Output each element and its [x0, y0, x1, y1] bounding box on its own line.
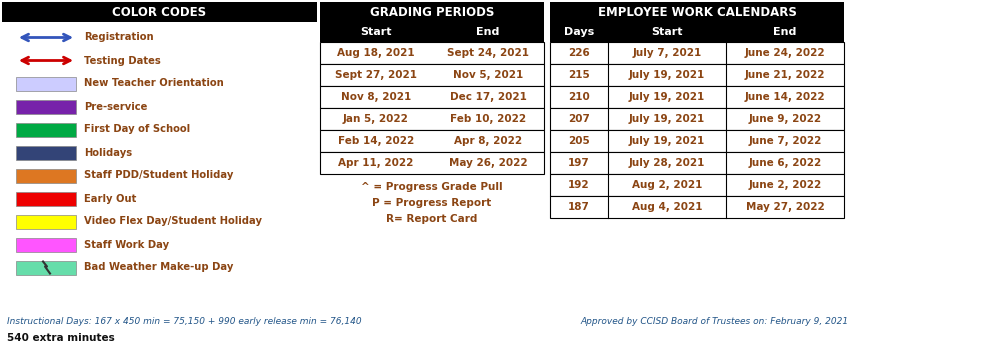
- Text: 205: 205: [568, 136, 590, 146]
- Polygon shape: [550, 2, 844, 22]
- Polygon shape: [550, 108, 844, 130]
- Polygon shape: [320, 108, 544, 130]
- Text: Bad Weather Make-up Day: Bad Weather Make-up Day: [84, 263, 233, 272]
- Text: Video Flex Day/Student Holiday: Video Flex Day/Student Holiday: [84, 216, 262, 226]
- Polygon shape: [16, 100, 76, 113]
- Text: R= Report Card: R= Report Card: [386, 214, 478, 224]
- Text: Sept 27, 2021: Sept 27, 2021: [335, 70, 417, 80]
- Text: Feb 10, 2022: Feb 10, 2022: [450, 114, 526, 124]
- Text: Start: Start: [651, 27, 682, 37]
- Text: Holidays: Holidays: [84, 147, 132, 157]
- Text: Registration: Registration: [84, 32, 153, 43]
- Text: End: End: [773, 27, 797, 37]
- Polygon shape: [550, 42, 844, 64]
- Text: July 19, 2021: July 19, 2021: [628, 136, 705, 146]
- Text: June 7, 2022: June 7, 2022: [748, 136, 822, 146]
- Text: Feb 14, 2022: Feb 14, 2022: [338, 136, 414, 146]
- Text: New Teacher Orientation: New Teacher Orientation: [84, 78, 224, 88]
- Text: July 19, 2021: July 19, 2021: [628, 92, 705, 102]
- Text: June 14, 2022: June 14, 2022: [745, 92, 826, 102]
- Text: 215: 215: [568, 70, 590, 80]
- Text: July 28, 2021: July 28, 2021: [628, 158, 705, 168]
- Text: 187: 187: [568, 202, 590, 212]
- Text: COLOR CODES: COLOR CODES: [113, 6, 206, 19]
- Text: EMPLOYEE WORK CALENDARS: EMPLOYEE WORK CALENDARS: [598, 6, 797, 19]
- Text: Apr 8, 2022: Apr 8, 2022: [454, 136, 522, 146]
- Text: Aug 2, 2021: Aug 2, 2021: [631, 180, 702, 190]
- Polygon shape: [550, 64, 844, 86]
- Text: Nov 8, 2021: Nov 8, 2021: [341, 92, 411, 102]
- Text: Instructional Days: 167 x 450 min = 75,150 + 990 early release min = 76,140: Instructional Days: 167 x 450 min = 75,1…: [7, 318, 362, 327]
- Text: Pre-service: Pre-service: [84, 101, 147, 112]
- Text: 226: 226: [568, 48, 590, 58]
- Text: Aug 4, 2021: Aug 4, 2021: [631, 202, 702, 212]
- Polygon shape: [320, 130, 544, 152]
- Text: May 27, 2022: May 27, 2022: [746, 202, 825, 212]
- Polygon shape: [320, 64, 544, 86]
- Polygon shape: [550, 196, 844, 218]
- Text: Dec 17, 2021: Dec 17, 2021: [449, 92, 527, 102]
- Text: First Day of School: First Day of School: [84, 125, 190, 134]
- Text: 197: 197: [568, 158, 590, 168]
- Text: Days: Days: [564, 27, 595, 37]
- Text: June 21, 2022: June 21, 2022: [745, 70, 826, 80]
- Text: 207: 207: [568, 114, 590, 124]
- Text: July 19, 2021: July 19, 2021: [628, 114, 705, 124]
- Polygon shape: [550, 86, 844, 108]
- Text: July 19, 2021: July 19, 2021: [628, 70, 705, 80]
- Polygon shape: [320, 22, 544, 42]
- Text: May 26, 2022: May 26, 2022: [448, 158, 527, 168]
- Text: Aug 18, 2021: Aug 18, 2021: [338, 48, 414, 58]
- Text: End: End: [476, 27, 500, 37]
- Text: June 9, 2022: June 9, 2022: [748, 114, 822, 124]
- Text: Start: Start: [361, 27, 391, 37]
- Text: Jan 5, 2022: Jan 5, 2022: [343, 114, 409, 124]
- Text: Testing Dates: Testing Dates: [84, 56, 160, 65]
- Text: June 6, 2022: June 6, 2022: [748, 158, 822, 168]
- Text: Staff PDD/Student Holiday: Staff PDD/Student Holiday: [84, 170, 233, 181]
- Text: July 7, 2021: July 7, 2021: [632, 48, 701, 58]
- Text: Early Out: Early Out: [84, 194, 136, 203]
- Polygon shape: [16, 191, 76, 206]
- Text: Apr 11, 2022: Apr 11, 2022: [339, 158, 413, 168]
- Polygon shape: [320, 86, 544, 108]
- Polygon shape: [550, 174, 844, 196]
- Text: P = Progress Report: P = Progress Report: [373, 198, 492, 208]
- Text: Sept 24, 2021: Sept 24, 2021: [447, 48, 529, 58]
- Polygon shape: [16, 145, 76, 159]
- Polygon shape: [16, 76, 76, 90]
- Polygon shape: [550, 130, 844, 152]
- Polygon shape: [16, 169, 76, 182]
- Polygon shape: [2, 2, 317, 22]
- Polygon shape: [320, 42, 544, 64]
- Polygon shape: [16, 214, 76, 228]
- Polygon shape: [550, 152, 844, 174]
- Polygon shape: [16, 122, 76, 137]
- Text: Nov 5, 2021: Nov 5, 2021: [453, 70, 523, 80]
- Text: 192: 192: [568, 180, 590, 190]
- Text: June 2, 2022: June 2, 2022: [748, 180, 822, 190]
- Text: GRADING PERIODS: GRADING PERIODS: [370, 6, 494, 19]
- Text: June 24, 2022: June 24, 2022: [745, 48, 826, 58]
- Text: 210: 210: [568, 92, 590, 102]
- Polygon shape: [16, 260, 76, 275]
- Text: Staff Work Day: Staff Work Day: [84, 239, 169, 250]
- Text: Approved by CCISD Board of Trustees on: February 9, 2021: Approved by CCISD Board of Trustees on: …: [580, 318, 849, 327]
- Polygon shape: [16, 238, 76, 251]
- Text: 540 extra minutes: 540 extra minutes: [7, 333, 115, 343]
- Polygon shape: [320, 152, 544, 174]
- Polygon shape: [320, 2, 544, 22]
- Text: ^ = Progress Grade Pull: ^ = Progress Grade Pull: [362, 182, 503, 192]
- Polygon shape: [550, 22, 844, 42]
